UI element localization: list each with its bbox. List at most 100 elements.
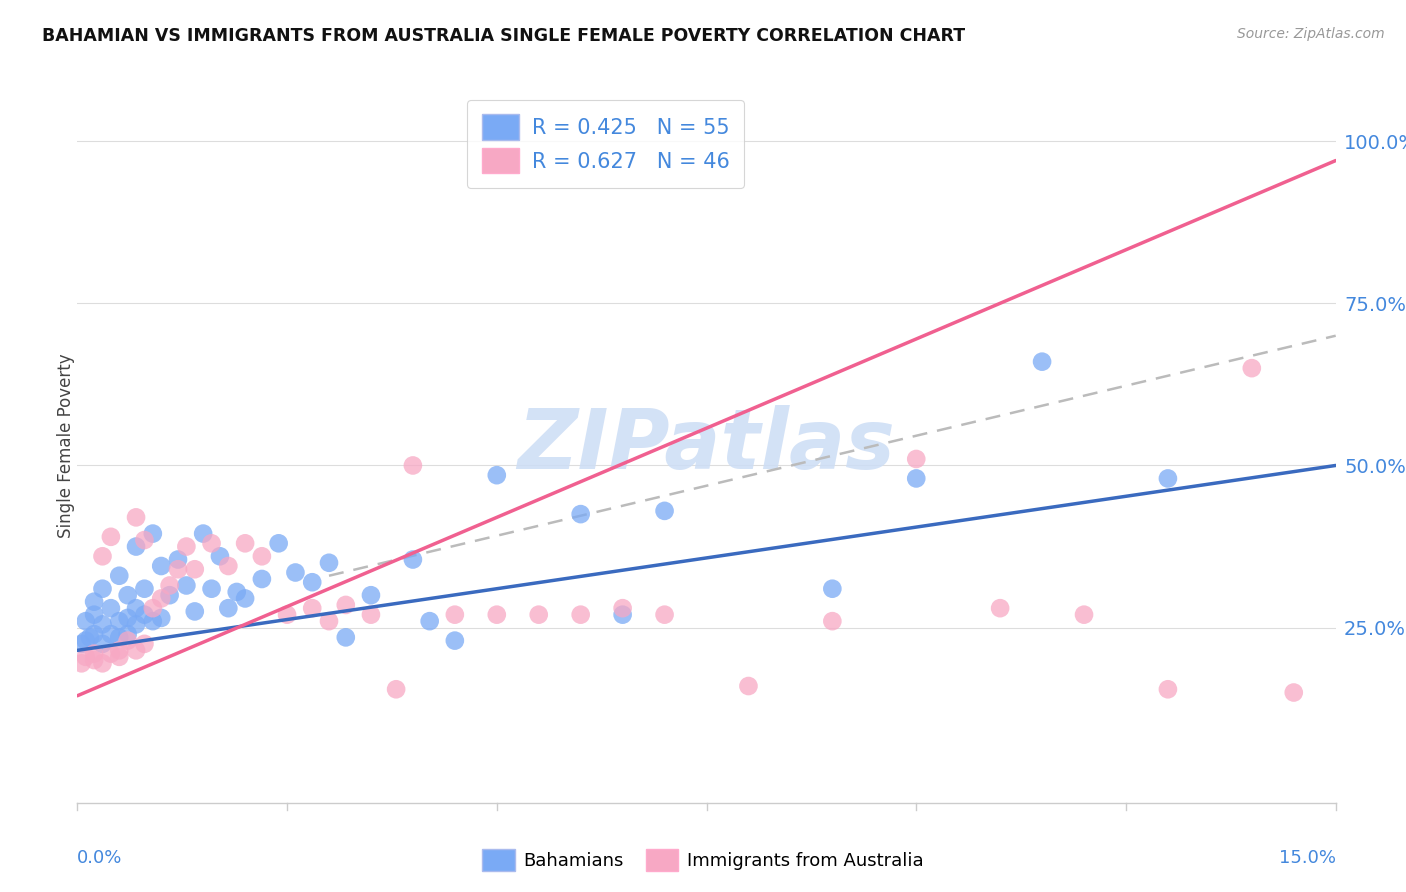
Point (83, 607, 105, 622)
Point (335, 598, 357, 612)
Point (318, 614, 340, 628)
Point (737, 679, 759, 693)
Point (284, 566, 307, 580)
Point (75, 649, 97, 664)
Point (83, 627, 105, 641)
Point (134, 607, 156, 622)
Point (444, 633, 467, 648)
Point (569, 607, 592, 622)
Point (360, 588, 382, 602)
Point (108, 643, 131, 657)
Point (100, 601, 122, 615)
Point (100, 647, 122, 661)
Point (419, 614, 441, 628)
Point (335, 631, 357, 645)
Text: ZIPatlas: ZIPatlas (517, 406, 896, 486)
Point (1031, 354, 1053, 368)
Point (142, 526, 165, 541)
Point (108, 631, 131, 645)
Point (125, 617, 148, 632)
Point (1240, 361, 1263, 376)
Point (167, 552, 190, 566)
Point (70, 637, 93, 651)
Point (117, 633, 139, 648)
Point (142, 601, 165, 615)
Point (485, 468, 508, 483)
Point (142, 614, 165, 628)
Point (159, 588, 181, 602)
Point (301, 575, 323, 590)
Point (150, 559, 173, 574)
Point (125, 643, 148, 657)
Point (91, 582, 114, 596)
Point (988, 601, 1011, 615)
Point (159, 578, 181, 592)
Text: Source: ZipAtlas.com: Source: ZipAtlas.com (1237, 27, 1385, 41)
Point (150, 611, 173, 625)
Point (117, 611, 139, 625)
Text: BAHAMIAN VS IMMIGRANTS FROM AUSTRALIA SINGLE FEMALE POVERTY CORRELATION CHART: BAHAMIAN VS IMMIGRANTS FROM AUSTRALIA SI… (42, 27, 966, 45)
Point (360, 607, 382, 622)
Y-axis label: Single Female Poverty: Single Female Poverty (58, 354, 75, 538)
Legend: R = 0.425   N = 55, R = 0.627   N = 46: R = 0.425 N = 55, R = 0.627 N = 46 (467, 100, 744, 188)
Point (191, 526, 215, 541)
Point (79, 631, 101, 645)
Text: 15.0%: 15.0% (1278, 849, 1336, 867)
Point (108, 614, 131, 628)
Point (905, 452, 928, 467)
Point (402, 458, 425, 473)
Point (108, 649, 131, 664)
Point (108, 568, 131, 582)
Point (250, 572, 273, 586)
Point (385, 682, 408, 697)
Point (91, 549, 114, 564)
Point (134, 582, 156, 596)
Point (1157, 682, 1180, 697)
Point (176, 578, 198, 592)
Point (527, 607, 550, 622)
Point (225, 585, 247, 599)
Point (125, 510, 148, 524)
Point (91, 637, 114, 651)
Point (569, 507, 592, 521)
Point (83, 647, 105, 661)
Point (100, 627, 122, 641)
Point (91, 617, 114, 632)
Point (233, 591, 256, 606)
Point (1073, 607, 1095, 622)
Point (276, 607, 298, 622)
Point (217, 601, 239, 615)
Point (200, 536, 222, 550)
Point (1282, 685, 1305, 699)
Point (117, 588, 139, 602)
Text: 0.0%: 0.0% (77, 849, 122, 867)
Point (905, 471, 928, 485)
Point (654, 504, 676, 518)
Point (100, 530, 122, 544)
Point (208, 549, 231, 564)
Point (654, 607, 676, 622)
Point (233, 536, 256, 550)
Point (821, 614, 844, 628)
Point (250, 549, 273, 564)
Point (75, 633, 97, 648)
Point (184, 604, 207, 618)
Point (821, 582, 844, 596)
Point (267, 536, 290, 550)
Point (1157, 471, 1180, 485)
Point (402, 552, 425, 566)
Point (184, 562, 207, 576)
Point (125, 601, 148, 615)
Point (70, 657, 93, 671)
Point (444, 607, 467, 622)
Point (75, 614, 97, 628)
Point (301, 601, 323, 615)
Point (318, 556, 340, 570)
Point (200, 582, 222, 596)
Legend: Bahamians, Immigrants from Australia: Bahamians, Immigrants from Australia (475, 842, 931, 879)
Point (612, 607, 634, 622)
Point (83, 653, 105, 667)
Point (176, 540, 198, 554)
Point (117, 627, 139, 641)
Point (91, 657, 114, 671)
